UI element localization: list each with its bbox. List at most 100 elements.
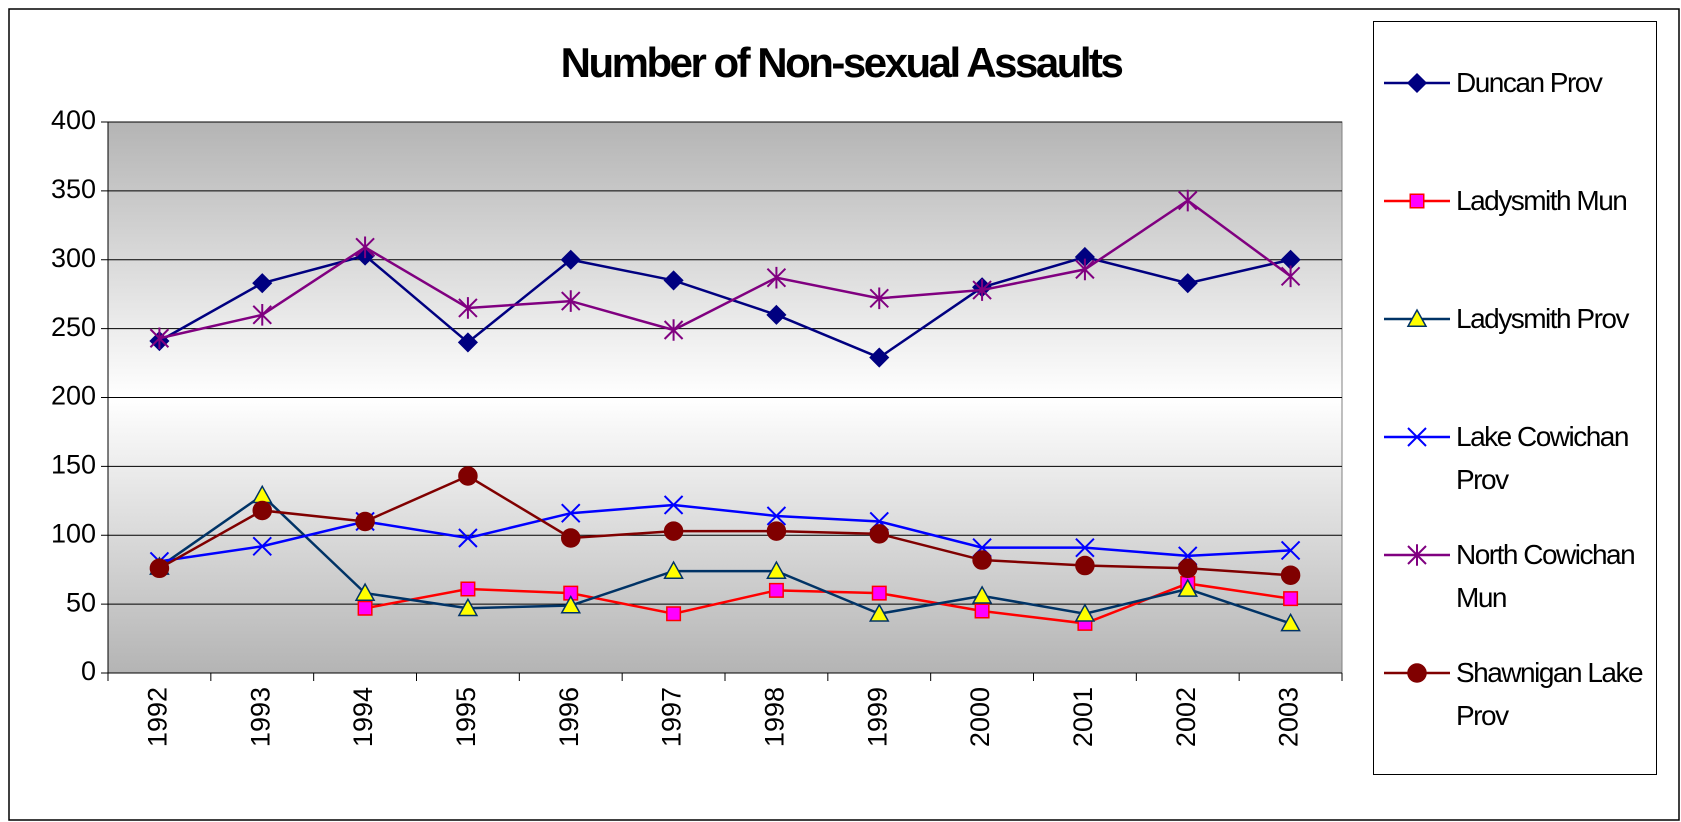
data-point: [457, 597, 479, 617]
x-tick-label: 1992: [143, 687, 173, 747]
legend-marker: [1409, 193, 1425, 209]
y-tick-label: 350: [51, 174, 96, 204]
data-point: [1177, 578, 1199, 597]
x-tick-label: 1993: [245, 687, 275, 747]
data-point: [560, 594, 582, 614]
y-tick-label: 50: [66, 587, 96, 617]
legend-swatch: [1384, 663, 1450, 683]
x-tick-label: 1999: [862, 687, 892, 747]
data-point: [972, 279, 992, 301]
legend-label: Ladysmith Prov: [1456, 303, 1629, 334]
series-line: [159, 198, 1292, 340]
data-point: [457, 332, 478, 353]
x-tick-label: 1995: [451, 687, 481, 747]
legend-marker: [1406, 72, 1428, 94]
data-point: [563, 585, 579, 601]
x-tick-label: 1996: [554, 687, 584, 747]
legend-entry: Lake Cowichan Prov: [1380, 415, 1652, 501]
data-point: [1283, 591, 1299, 607]
data-point: [869, 287, 889, 310]
legend-swatch: [1384, 544, 1450, 566]
data-point: [869, 347, 890, 368]
data-point: [458, 466, 478, 486]
data-point: [663, 560, 684, 580]
data-point: [971, 585, 993, 604]
data-point: [1280, 565, 1301, 585]
data-point: [560, 528, 581, 548]
data-point: [766, 304, 787, 325]
data-point: [868, 603, 890, 622]
data-point: [869, 524, 890, 544]
data-point: [663, 495, 684, 515]
legend-marker: [1407, 544, 1427, 566]
y-tick-label: 100: [51, 518, 96, 548]
data-point: [972, 550, 992, 570]
data-point: [561, 503, 581, 523]
data-point: [666, 606, 682, 622]
series-line: [158, 254, 1291, 359]
data-point: [560, 249, 581, 270]
legend-swatch: [1384, 193, 1450, 209]
data-point: [1280, 540, 1301, 561]
data-point: [252, 500, 273, 521]
data-point: [149, 327, 170, 350]
data-point: [1075, 555, 1095, 576]
y-tick-label: 200: [51, 381, 96, 411]
x-tick-label: 2001: [1068, 687, 1098, 747]
data-point: [974, 603, 990, 619]
data-point: [663, 270, 684, 291]
data-point: [1177, 273, 1198, 294]
legend-marker: [1406, 308, 1428, 327]
legend-entry: Ladysmith Prov: [1380, 297, 1652, 341]
series-line: [159, 503, 1291, 563]
legend-label: North Cowichan Mun: [1456, 539, 1636, 613]
legend-entry: North Cowichan Mun: [1380, 533, 1652, 619]
legend-swatch: [1384, 72, 1450, 94]
data-point: [766, 560, 787, 580]
data-point: [354, 582, 376, 602]
legend-marker: [1407, 663, 1427, 683]
data-point: [561, 290, 581, 312]
legend-swatch: [1384, 308, 1450, 327]
legend-entry: Shawnigan Lake Prov: [1380, 651, 1652, 737]
data-point: [149, 558, 170, 579]
data-point: [1075, 258, 1095, 281]
data-point: [1280, 612, 1301, 632]
data-point: [252, 304, 272, 326]
legend-label: Shawnigan Lake Prov: [1456, 657, 1644, 731]
x-tick-label: 1998: [760, 687, 790, 747]
data-point: [357, 600, 373, 616]
data-point: [252, 273, 273, 294]
y-tick-label: 150: [51, 450, 96, 480]
y-tick-label: 400: [51, 105, 96, 135]
x-tick-label: 2002: [1171, 687, 1201, 747]
chart-title: Number of Non-sexual Assaults: [561, 39, 1123, 86]
legend-label: Ladysmith Mun: [1456, 185, 1628, 216]
series-line: [158, 493, 1291, 625]
data-point: [768, 582, 784, 598]
data-point: [458, 297, 478, 319]
y-tick-label: 250: [51, 312, 96, 342]
legend-entry: Ladysmith Mun: [1380, 179, 1652, 223]
legend-entry: Duncan Prov: [1380, 61, 1652, 105]
legend-label: Lake Cowichan Prov: [1456, 421, 1629, 495]
data-point: [460, 581, 476, 597]
data-point: [1074, 603, 1096, 622]
data-point: [1075, 537, 1095, 558]
data-point: [1177, 558, 1198, 579]
x-tick-label: 2000: [965, 687, 995, 747]
data-point: [355, 511, 375, 532]
data-point: [766, 506, 787, 526]
series-line: [158, 474, 1291, 577]
data-point: [766, 266, 787, 289]
data-point: [663, 319, 684, 341]
y-tick-label: 300: [51, 243, 96, 273]
data-point: [871, 585, 887, 601]
data-point: [355, 236, 375, 259]
legend-marker: [1407, 427, 1427, 447]
data-point: [1280, 265, 1301, 288]
x-tick-label: 2003: [1274, 687, 1304, 747]
y-tick-label: 0: [81, 656, 96, 686]
legend: Duncan Prov Ladysmith Mun Ladysmith Prov La…: [1373, 21, 1657, 775]
